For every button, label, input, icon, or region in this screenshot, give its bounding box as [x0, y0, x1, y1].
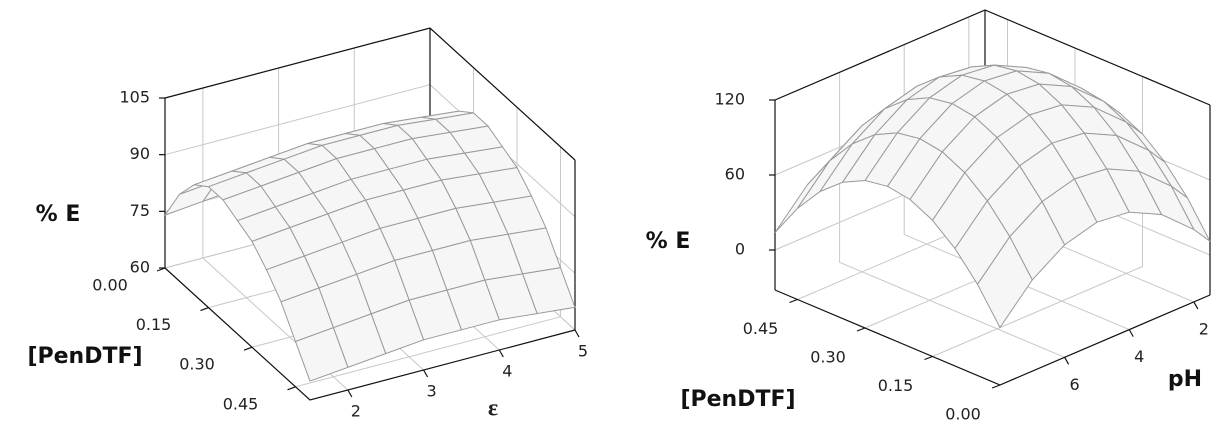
axis-edge [164, 267, 576, 401]
tick-mark [423, 369, 429, 378]
x-tick-label: 2 [1199, 319, 1209, 338]
x-tick-label: 2 [351, 402, 361, 421]
y-axis-title: [PenDTF] [27, 344, 142, 369]
surface-patch [294, 327, 349, 382]
x-tick-label: 5 [578, 342, 588, 361]
grid-line [839, 72, 1065, 358]
y-axis-title: [PenDTF] [680, 387, 795, 412]
tick-mark [243, 346, 253, 351]
z-tick-label: 105 [119, 88, 150, 107]
z-tick-label: 60 [725, 165, 745, 184]
z-tick-label: 90 [130, 144, 150, 163]
tick-mark [347, 389, 353, 398]
tick-mark [156, 267, 166, 272]
x-tick-label: 3 [426, 382, 436, 401]
tick-mark [991, 384, 1001, 389]
tick-mark [574, 329, 580, 338]
surface-patch [976, 235, 1033, 329]
axis-edge [774, 9, 1211, 106]
tick-mark [856, 327, 866, 332]
x-tick-label: 6 [1070, 375, 1080, 394]
z-tick-label: 60 [130, 258, 150, 277]
z-tick-label: 0 [735, 240, 745, 259]
tick-mark [287, 386, 296, 391]
tick-mark [1064, 357, 1070, 365]
tick-mark [924, 355, 933, 361]
x-tick-label: 4 [1134, 347, 1144, 366]
y-tick-label: 0.15 [136, 315, 172, 334]
x-tick-label: 4 [502, 362, 512, 381]
y-tick-label: 0.30 [179, 355, 215, 374]
y-tick-label: 0.30 [810, 348, 846, 367]
y-tick-label: 0.45 [223, 394, 259, 413]
y-tick-label: 0.00 [92, 276, 128, 295]
y-tick-label: 0.15 [878, 376, 914, 395]
axis-edge [164, 27, 576, 161]
x-axis-title: ε [488, 396, 498, 422]
z-axis-title: % E [646, 229, 691, 254]
z-tick-label: 120 [714, 90, 745, 109]
tick-mark [1128, 329, 1134, 337]
z-tick-label: 75 [130, 201, 150, 220]
tick-mark [789, 298, 798, 304]
x-axis-title: pH [1168, 367, 1202, 392]
z-axis-title: % E [36, 202, 81, 227]
tick-mark [1193, 301, 1199, 310]
tick-mark [200, 307, 209, 312]
y-tick-label: 0.00 [945, 405, 981, 424]
tick-mark [498, 349, 504, 358]
axis-edge [774, 289, 1211, 386]
y-tick-label: 0.45 [743, 319, 779, 338]
grid-line [295, 146, 561, 388]
